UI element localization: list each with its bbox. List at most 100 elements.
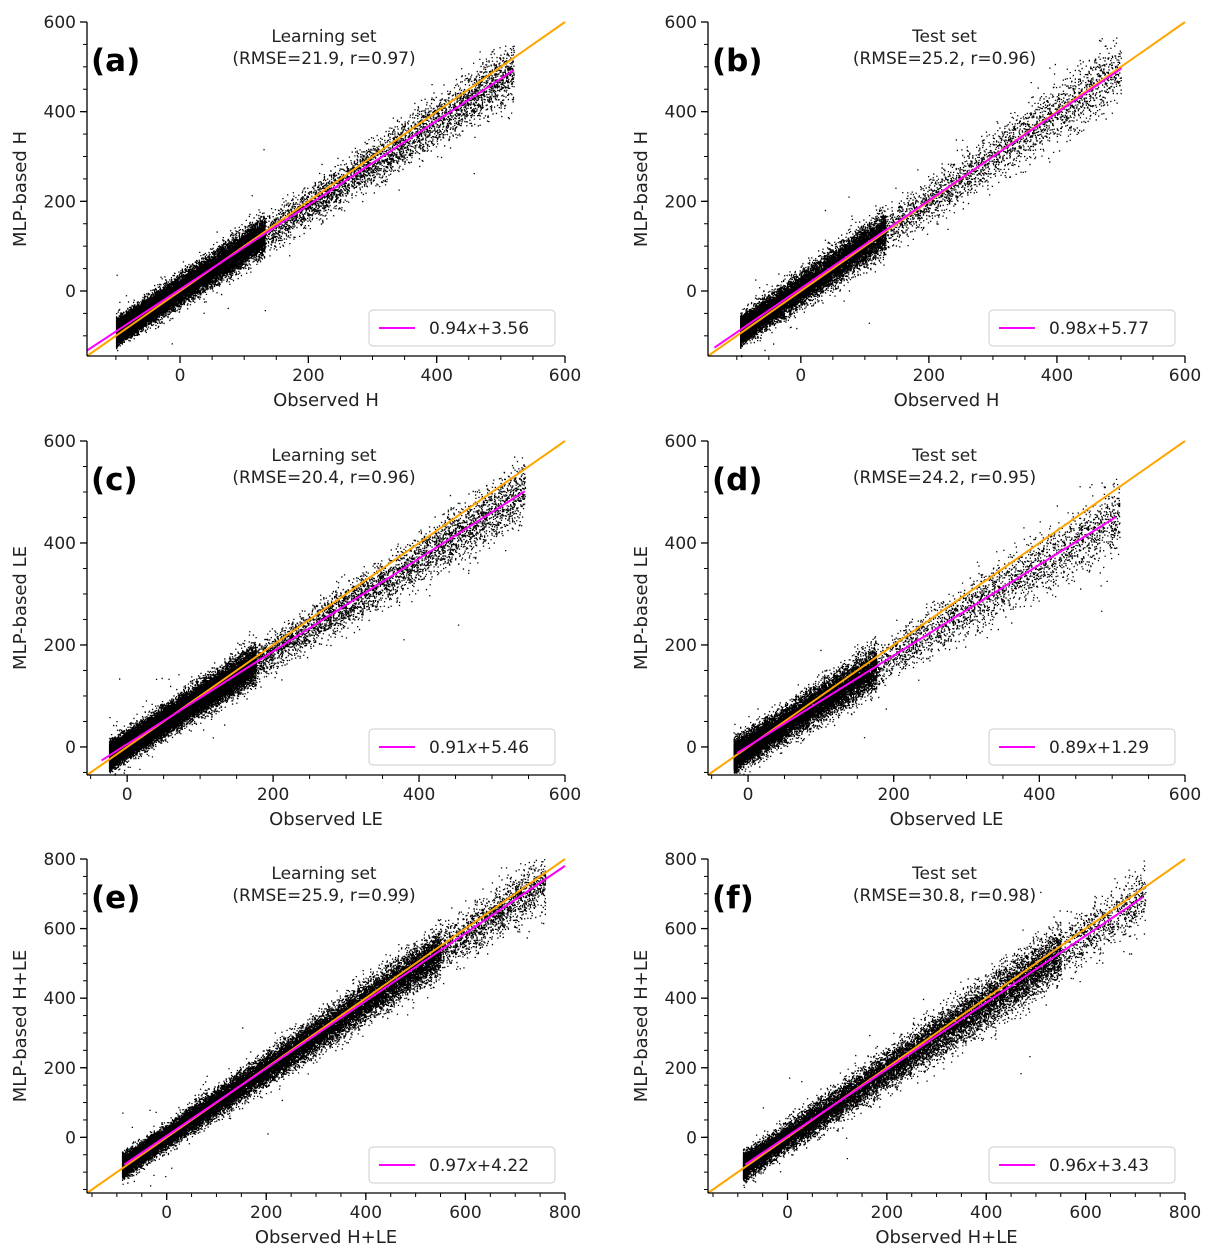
x-tick-label: 600 — [1169, 785, 1201, 805]
legend: 0.98x+5.77 — [988, 309, 1176, 347]
identity-line — [707, 858, 1186, 1194]
fit-line — [744, 896, 1144, 1166]
y-tick-label: 400 — [665, 103, 697, 123]
y-tick-label: 800 — [665, 850, 697, 870]
x-tick-label: 200 — [913, 366, 945, 386]
chart-subtitle: (RMSE=21.9, r=0.97) — [232, 49, 415, 69]
legend-box — [368, 1146, 556, 1184]
x-axis-label: Observed LE — [890, 809, 1004, 830]
y-tick-label: 200 — [665, 636, 697, 656]
panel-label: (d) — [712, 462, 763, 498]
legend-label: 0.96x+3.43 — [1049, 1156, 1149, 1176]
y-tick-label: 600 — [665, 920, 697, 940]
fit-line — [86, 69, 515, 352]
x-tick-label: 600 — [1069, 1203, 1101, 1223]
y-tick-label: 600 — [665, 432, 697, 452]
panel-f: 0 200 400 600 800 0 200 400 600 800 Observed H+LE M… — [631, 850, 1201, 1248]
x-tick-label: 400 — [420, 366, 452, 386]
y-tick-label: 0 — [65, 282, 76, 302]
identity-line — [86, 858, 566, 1194]
x-tick-label: 200 — [292, 366, 324, 386]
x-tick-label: 200 — [250, 1203, 282, 1223]
x-tick-label: 400 — [1023, 785, 1055, 805]
legend-box — [368, 728, 556, 766]
scatter-points — [108, 456, 527, 776]
y-axis-label: MLP-based H+LE — [10, 950, 31, 1103]
y-tick-label: 0 — [686, 738, 697, 758]
legend-label: 0.94x+3.56 — [429, 319, 529, 339]
legend: 0.94x+3.56 — [368, 309, 556, 347]
legend-label: 0.98x+5.77 — [1049, 319, 1149, 339]
y-axis-label: MLP-based H — [631, 131, 652, 247]
fit-line — [736, 516, 1117, 754]
y-axis-label: MLP-based LE — [10, 546, 31, 670]
legend-label: 0.89x+1.29 — [1049, 738, 1149, 758]
x-tick-label: 200 — [257, 785, 289, 805]
chart-subtitle: (RMSE=20.4, r=0.96) — [232, 468, 415, 488]
legend: 0.89x+1.29 — [988, 728, 1176, 766]
x-tick-label: 0 — [743, 785, 754, 805]
panel-label: (a) — [91, 43, 140, 79]
legend-label: 0.91x+5.46 — [429, 738, 529, 758]
panel-a: 0 200 400 600 0 200 400 600 Observed H MLP-based … — [10, 13, 581, 411]
scatter-points — [115, 45, 515, 352]
chart-title: Test set — [911, 27, 977, 47]
y-tick-label: 600 — [665, 13, 697, 33]
chart-title: Test set — [911, 446, 977, 466]
panel-b: 0 200 400 600 0 200 400 600 Observed H MLP-based … — [631, 13, 1201, 411]
legend-box — [988, 1146, 1176, 1184]
y-axis-label: MLP-based LE — [631, 546, 652, 670]
x-tick-label: 200 — [877, 785, 909, 805]
panel-label: (f) — [712, 880, 754, 916]
identity-line — [707, 440, 1186, 776]
x-axis-label: Observed LE — [269, 809, 383, 830]
x-tick-label: 800 — [549, 1203, 581, 1223]
fit-line — [101, 490, 526, 762]
y-axis-label: MLP-based H+LE — [631, 950, 652, 1103]
y-tick-label: 400 — [665, 989, 697, 1009]
x-tick-label: 0 — [122, 785, 133, 805]
x-tick-label: 600 — [1169, 366, 1201, 386]
panel-d: 0 200 400 600 0 200 400 600 Observed LE MLP-based… — [631, 432, 1201, 830]
x-tick-label: 600 — [549, 366, 581, 386]
identity-line — [86, 21, 566, 357]
chart-title: Learning set — [271, 27, 377, 47]
x-tick-label: 200 — [871, 1203, 903, 1223]
y-tick-label: 400 — [44, 989, 76, 1009]
x-axis-label: Observed H+LE — [255, 1227, 397, 1248]
legend: 0.97x+4.22 — [368, 1146, 556, 1184]
x-tick-label: 0 — [161, 1203, 172, 1223]
y-tick-label: 800 — [44, 850, 76, 870]
chart-subtitle: (RMSE=30.8, r=0.98) — [853, 886, 1036, 906]
panel-label: (b) — [712, 43, 763, 79]
panel-label: (e) — [91, 880, 140, 916]
x-tick-label: 0 — [175, 366, 186, 386]
chart-subtitle: (RMSE=25.9, r=0.99) — [232, 886, 415, 906]
legend: 0.96x+3.43 — [988, 1146, 1176, 1184]
y-tick-label: 200 — [44, 636, 76, 656]
y-tick-label: 600 — [44, 13, 76, 33]
x-tick-label: 600 — [449, 1203, 481, 1223]
y-tick-label: 400 — [44, 534, 76, 554]
y-tick-label: 0 — [686, 282, 697, 302]
y-tick-label: 600 — [44, 432, 76, 452]
legend-box — [988, 309, 1176, 347]
y-tick-label: 400 — [665, 534, 697, 554]
x-tick-label: 400 — [970, 1203, 1002, 1223]
y-tick-label: 0 — [686, 1128, 697, 1148]
y-tick-label: 200 — [665, 192, 697, 212]
chart-title: Test set — [911, 864, 977, 884]
x-axis-label: Observed H — [894, 390, 1000, 411]
panel-e: 0 200 400 600 800 0 200 400 600 800 Observed H+LE M… — [10, 850, 581, 1248]
panel-label: (c) — [91, 462, 138, 498]
x-axis-label: Observed H+LE — [875, 1227, 1017, 1248]
x-tick-label: 400 — [403, 785, 435, 805]
legend-label: 0.97x+4.22 — [429, 1156, 529, 1176]
chart-subtitle: (RMSE=24.2, r=0.95) — [853, 468, 1036, 488]
x-tick-label: 400 — [1041, 366, 1073, 386]
legend-box — [988, 728, 1176, 766]
legend-box — [368, 309, 556, 347]
x-tick-label: 0 — [782, 1203, 793, 1223]
scatter-points — [742, 860, 1147, 1188]
